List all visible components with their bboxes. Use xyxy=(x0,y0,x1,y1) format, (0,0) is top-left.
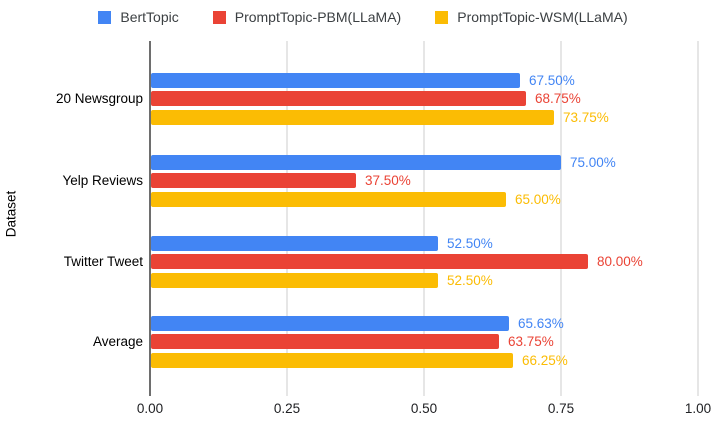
legend-swatch-icon xyxy=(212,10,226,24)
value-label: 73.75% xyxy=(563,109,609,125)
bar-prompttopic-pbm-llama--0 xyxy=(151,91,526,106)
category-label: Twitter Tweet xyxy=(63,253,143,269)
legend-swatch-icon xyxy=(98,10,112,24)
bar-berttopic-2 xyxy=(151,235,438,251)
x-tick-label: 1.00 xyxy=(684,401,712,416)
legend-label: PromptTopic-PBM(LLaMA) xyxy=(234,9,402,25)
value-label: 80.00% xyxy=(597,254,643,269)
value-label: 65.63% xyxy=(518,315,564,331)
value-label: 68.75% xyxy=(535,91,581,106)
chart-legend: BertTopic PromptTopic-PBM(LLaMA) PromptTop… xyxy=(0,9,726,25)
bar-prompttopic-pbm-llama--1 xyxy=(151,173,356,188)
x-tick-label: 0.00 xyxy=(136,401,164,416)
legend-item-0: BertTopic xyxy=(98,9,179,25)
value-label: 37.50% xyxy=(365,173,411,188)
legend-label: BertTopic xyxy=(120,9,179,25)
value-label: 63.75% xyxy=(508,334,554,349)
bar-prompttopic-wsm-llama--2 xyxy=(151,272,438,288)
legend-item-1: PromptTopic-PBM(LLaMA) xyxy=(212,9,402,25)
bar-prompttopic-wsm-llama--3 xyxy=(151,352,513,368)
axis-baseline xyxy=(149,41,151,396)
legend-label: PromptTopic-WSM(LLaMA) xyxy=(457,9,628,25)
gridline xyxy=(697,41,699,396)
x-tick-label: 0.50 xyxy=(410,401,438,416)
category-label: Yelp Reviews xyxy=(62,172,143,188)
bar-prompttopic-wsm-llama--0 xyxy=(151,109,554,125)
value-label: 75.00% xyxy=(570,154,616,170)
gridline xyxy=(560,41,562,396)
x-tick-label: 0.25 xyxy=(273,401,301,416)
value-label: 52.50% xyxy=(447,272,493,288)
value-label: 66.25% xyxy=(522,352,568,368)
y-axis-title: Dataset xyxy=(3,190,19,238)
legend-item-2: PromptTopic-WSM(LLaMA) xyxy=(435,9,628,25)
x-tick-label: 0.75 xyxy=(547,401,575,416)
bar-prompttopic-pbm-llama--3 xyxy=(151,334,499,349)
gridline xyxy=(423,41,425,396)
value-label: 67.50% xyxy=(529,72,575,88)
value-label: 52.50% xyxy=(447,235,493,251)
legend-swatch-icon xyxy=(435,10,449,24)
bar-prompttopic-pbm-llama--2 xyxy=(151,254,588,269)
bar-berttopic-0 xyxy=(151,72,520,88)
bar-berttopic-1 xyxy=(151,154,561,170)
bar-berttopic-3 xyxy=(151,315,509,331)
value-label: 65.00% xyxy=(515,191,561,207)
category-label: Average xyxy=(92,333,143,349)
gridline xyxy=(286,41,288,396)
bar-prompttopic-wsm-llama--1 xyxy=(151,191,506,207)
category-label: 20 Newsgroup xyxy=(55,90,143,106)
